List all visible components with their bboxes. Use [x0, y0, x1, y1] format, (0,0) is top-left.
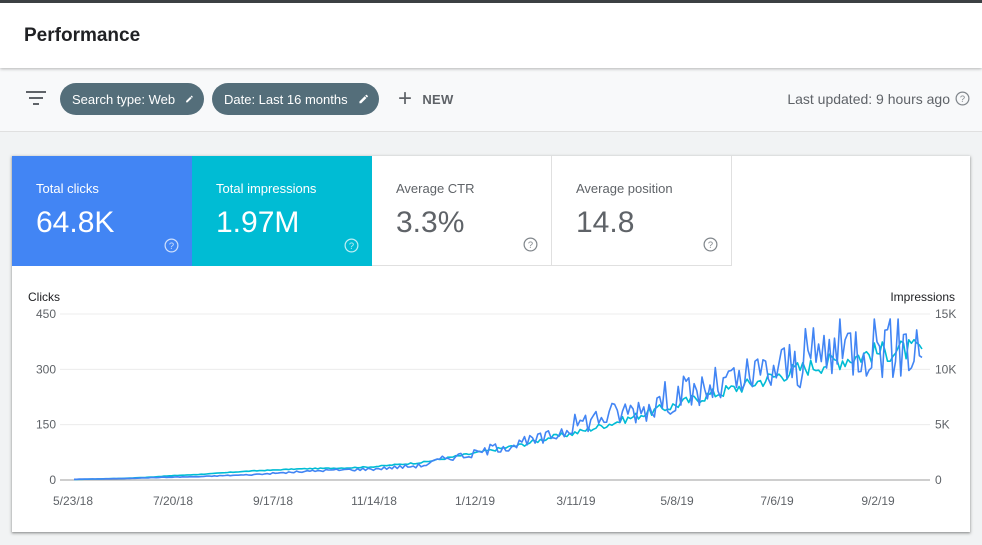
y-left-tick-label: 0 [49, 473, 56, 487]
help-icon[interactable]: ? [703, 237, 718, 252]
y-right-tick-label: 5K [935, 418, 950, 432]
search-type-chip[interactable]: Search type: Web [60, 83, 204, 115]
plus-icon: + [398, 85, 413, 112]
x-tick-label: 5/23/18 [53, 494, 93, 508]
y-right-tick-label: 10K [935, 362, 956, 376]
new-filter-label: NEW [422, 91, 454, 107]
total-impressions-label: Total impressions [216, 181, 317, 196]
y-left-tick-label: 150 [36, 418, 56, 432]
total-impressions-value: 1.97M [216, 206, 300, 239]
svg-text:?: ? [708, 240, 713, 250]
new-filter-button[interactable]: + NEW [398, 87, 454, 111]
average-ctr-tile[interactable]: Average CTR 3.3% ? [372, 156, 552, 266]
total-clicks-label: Total clicks [36, 181, 99, 196]
average-position-label: Average position [576, 181, 673, 196]
y-left-tick-label: 300 [36, 362, 56, 376]
svg-text:?: ? [528, 240, 533, 250]
performance-card: Total clicks 64.8K ? Total impressions 1… [12, 156, 970, 532]
filter-icon[interactable] [26, 90, 46, 106]
x-tick-label: 11/14/18 [351, 494, 397, 508]
y-right-tick-label: 0 [935, 473, 942, 487]
average-position-tile[interactable]: Average position 14.8 ? [552, 156, 732, 266]
filter-bar: Search type: Web Date: Last 16 months + … [0, 68, 982, 132]
svg-text:?: ? [169, 241, 174, 251]
x-tick-label: 7/6/19 [760, 494, 794, 508]
clicks-line [74, 318, 923, 481]
app-header: Performance [0, 0, 982, 68]
total-impressions-tile[interactable]: Total impressions 1.97M ? [192, 156, 372, 266]
average-ctr-label: Average CTR [396, 181, 475, 196]
right-axis-title: Impressions [890, 290, 955, 304]
total-clicks-value: 64.8K [36, 206, 115, 239]
impressions-line [74, 338, 923, 481]
help-icon[interactable]: ? [164, 238, 179, 253]
last-updated-text: Last updated: 9 hours ago [787, 91, 950, 107]
left-axis-title: Clicks [28, 290, 60, 304]
x-tick-label: 7/20/18 [153, 494, 193, 508]
average-ctr-value: 3.3% [396, 206, 465, 239]
edit-pencil-icon [186, 95, 193, 103]
help-icon[interactable]: ? [523, 237, 538, 252]
svg-text:?: ? [349, 241, 354, 251]
date-range-chip-label: Date: Last 16 months [224, 91, 348, 107]
x-tick-label: 1/12/19 [455, 494, 495, 508]
x-tick-label: 5/8/19 [660, 494, 694, 508]
x-tick-label: 3/11/19 [556, 494, 595, 508]
average-position-value: 14.8 [576, 206, 635, 239]
y-right-tick-label: 15K [935, 307, 956, 321]
total-clicks-tile[interactable]: Total clicks 64.8K ? [12, 156, 192, 266]
x-tick-label: 9/17/18 [253, 494, 293, 508]
svg-text:?: ? [960, 94, 965, 104]
date-range-chip[interactable]: Date: Last 16 months [212, 83, 379, 115]
page-title: Performance [24, 25, 141, 46]
help-icon[interactable]: ? [955, 91, 970, 106]
help-icon[interactable]: ? [344, 238, 359, 253]
search-type-chip-label: Search type: Web [72, 91, 176, 107]
edit-pencil-icon [359, 94, 368, 104]
x-tick-label: 9/2/19 [861, 494, 895, 508]
y-left-tick-label: 450 [36, 307, 56, 321]
